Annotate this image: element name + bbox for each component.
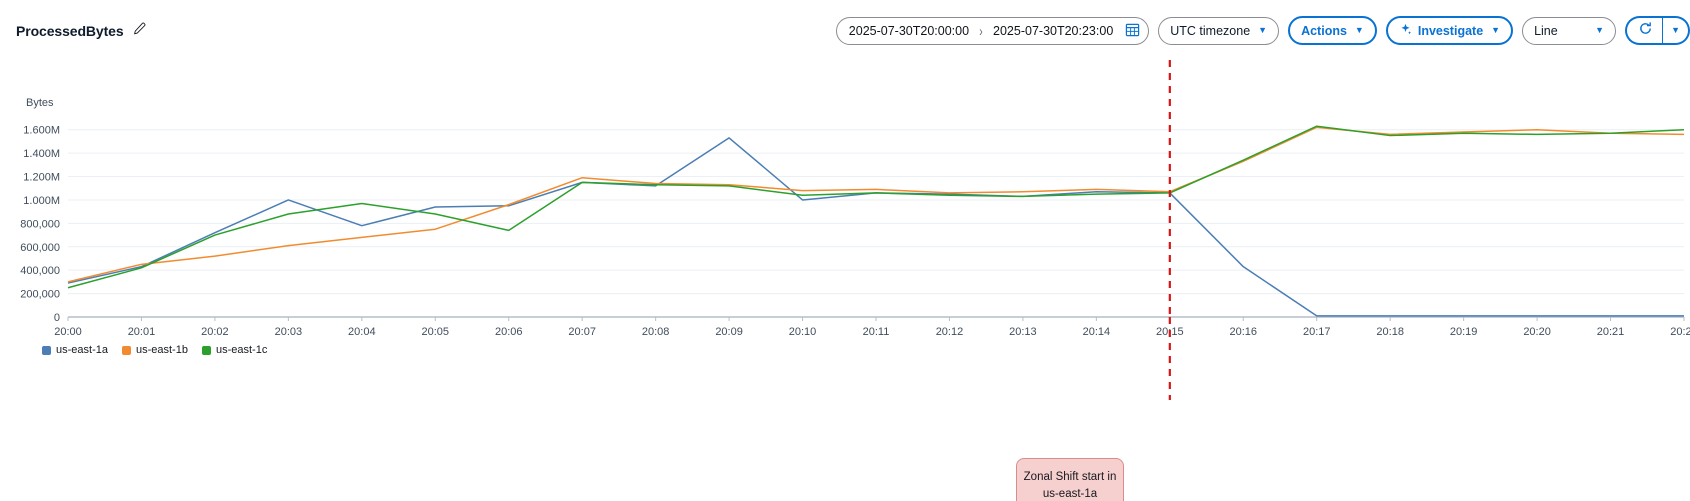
x-axis-tick: 20:13 — [1009, 326, 1037, 338]
legend-label: us-east-1b — [135, 344, 188, 356]
x-axis-tick: 20:02 — [201, 326, 229, 338]
y-axis-tick: 1.400M — [23, 148, 60, 160]
chevron-down-icon: ▼ — [1595, 25, 1605, 35]
x-axis-tick: 20:17 — [1303, 326, 1331, 338]
title-group: ProcessedBytes — [16, 22, 146, 40]
chart-canvas: Bytes 0 200,000 400,000 600,000 800,000 1.000… — [0, 60, 1690, 501]
chevron-down-icon: ▼ — [1258, 25, 1268, 35]
sparkle-icon — [1399, 23, 1412, 39]
x-axis-tick: 20:18 — [1376, 326, 1404, 338]
investigate-button[interactable]: Investigate ▼ — [1385, 16, 1514, 45]
refresh-options-button[interactable]: ▼ — [1662, 16, 1690, 45]
x-axis-tick: 20:10 — [789, 326, 817, 338]
x-axis-tick: 20:21 — [1597, 326, 1625, 338]
chevron-down-icon: ▼ — [1354, 25, 1364, 35]
page-title: ProcessedBytes — [16, 23, 124, 39]
refresh-icon — [1638, 21, 1653, 41]
widget-header: ProcessedBytes 2025-07-30T20:00:00 › 202… — [0, 0, 1690, 60]
y-axis-tick: 0 — [54, 312, 60, 324]
chevron-down-icon: ▼ — [1491, 25, 1501, 35]
x-axis-tick: 20:22 — [1670, 326, 1690, 338]
x-axis-tick: 20:14 — [1083, 326, 1111, 338]
line-chart-svg[interactable]: 0 200,000 400,000 600,000 800,000 1.000M 1.200… — [0, 60, 1690, 501]
x-axis-tick: 20:09 — [715, 326, 743, 338]
actions-button[interactable]: Actions ▼ — [1288, 16, 1377, 45]
investigate-label: Investigate — [1417, 23, 1484, 38]
chart-legend: us-east-1a us-east-1b us-east-1c — [42, 344, 267, 356]
annotation-callout[interactable]: Zonal Shift start in us-east-1a — [1016, 458, 1124, 501]
annotation-line-2: us-east-1a — [1042, 488, 1098, 500]
x-axis-tick: 20:05 — [422, 326, 450, 338]
refresh-button[interactable] — [1625, 16, 1663, 45]
chevron-down-icon: ▼ — [1671, 25, 1680, 35]
x-axis-tick: 20:06 — [495, 326, 523, 338]
x-axis-tick: 20:07 — [568, 326, 596, 338]
legend-swatch-icon — [121, 345, 131, 355]
timezone-label: UTC timezone — [1170, 23, 1251, 38]
refresh-split-button: ▼ — [1625, 16, 1690, 45]
legend-label: us-east-1a — [56, 344, 108, 356]
x-axis-tick: 20:08 — [642, 326, 670, 338]
date-range-end: 2025-07-30T20:23:00 — [993, 23, 1114, 38]
x-axis-tick: 20:12 — [936, 326, 964, 338]
chart-type-select[interactable]: Line ▼ — [1522, 16, 1617, 45]
x-axis-tick: 20:00 — [54, 326, 82, 338]
chart-type-label: Line — [1534, 23, 1558, 38]
series-line-us-east-1a — [67, 137, 1684, 317]
legend-swatch-icon — [42, 345, 51, 355]
date-range-picker[interactable]: 2025-07-30T20:00:00 › 2025-07-30T20:23:0… — [835, 16, 1150, 45]
annotation-line-1: Zonal Shift start in — [1023, 471, 1117, 484]
x-axis-tick: 20:01 — [128, 326, 156, 338]
legend-swatch-icon — [201, 345, 211, 355]
date-range-start: 2025-07-30T20:00:00 — [848, 23, 970, 38]
timezone-select[interactable]: UTC timezone ▼ — [1158, 16, 1280, 45]
series-line-us-east-1c — [67, 125, 1685, 289]
y-axis-tick: 800,000 — [20, 218, 60, 230]
x-axis-tick: 20:16 — [1230, 326, 1258, 338]
x-axis-tick: 20:03 — [275, 326, 303, 338]
y-axis-tick: 600,000 — [20, 242, 60, 254]
legend-item[interactable]: us-east-1b — [121, 344, 188, 356]
actions-label: Actions — [1301, 23, 1347, 38]
x-axis-tick: 20:11 — [863, 326, 890, 338]
x-axis-tick: 20:19 — [1450, 326, 1478, 338]
y-axis-tick: 200,000 — [20, 289, 60, 301]
chevron-right-icon: › — [979, 21, 983, 40]
chart-toolbar: 2025-07-30T20:00:00 › 2025-07-30T20:23:0… — [835, 16, 1690, 45]
legend-label: us-east-1c — [215, 344, 268, 356]
x-axis-tick: 20:04 — [348, 326, 376, 338]
series-line-us-east-1b — [67, 126, 1685, 283]
y-axis-tick: 1.000M — [23, 195, 60, 207]
legend-item[interactable]: us-east-1c — [201, 344, 268, 356]
pencil-icon[interactable] — [133, 22, 146, 40]
x-axis-tick: 20:20 — [1523, 326, 1551, 338]
calendar-icon[interactable] — [1125, 22, 1140, 40]
y-axis-tick: 1.600M — [23, 125, 60, 137]
y-axis-title: Bytes — [26, 97, 54, 109]
y-axis-tick: 400,000 — [20, 265, 60, 277]
y-axis-tick: 1.200M — [23, 172, 60, 184]
legend-item[interactable]: us-east-1a — [42, 344, 108, 356]
